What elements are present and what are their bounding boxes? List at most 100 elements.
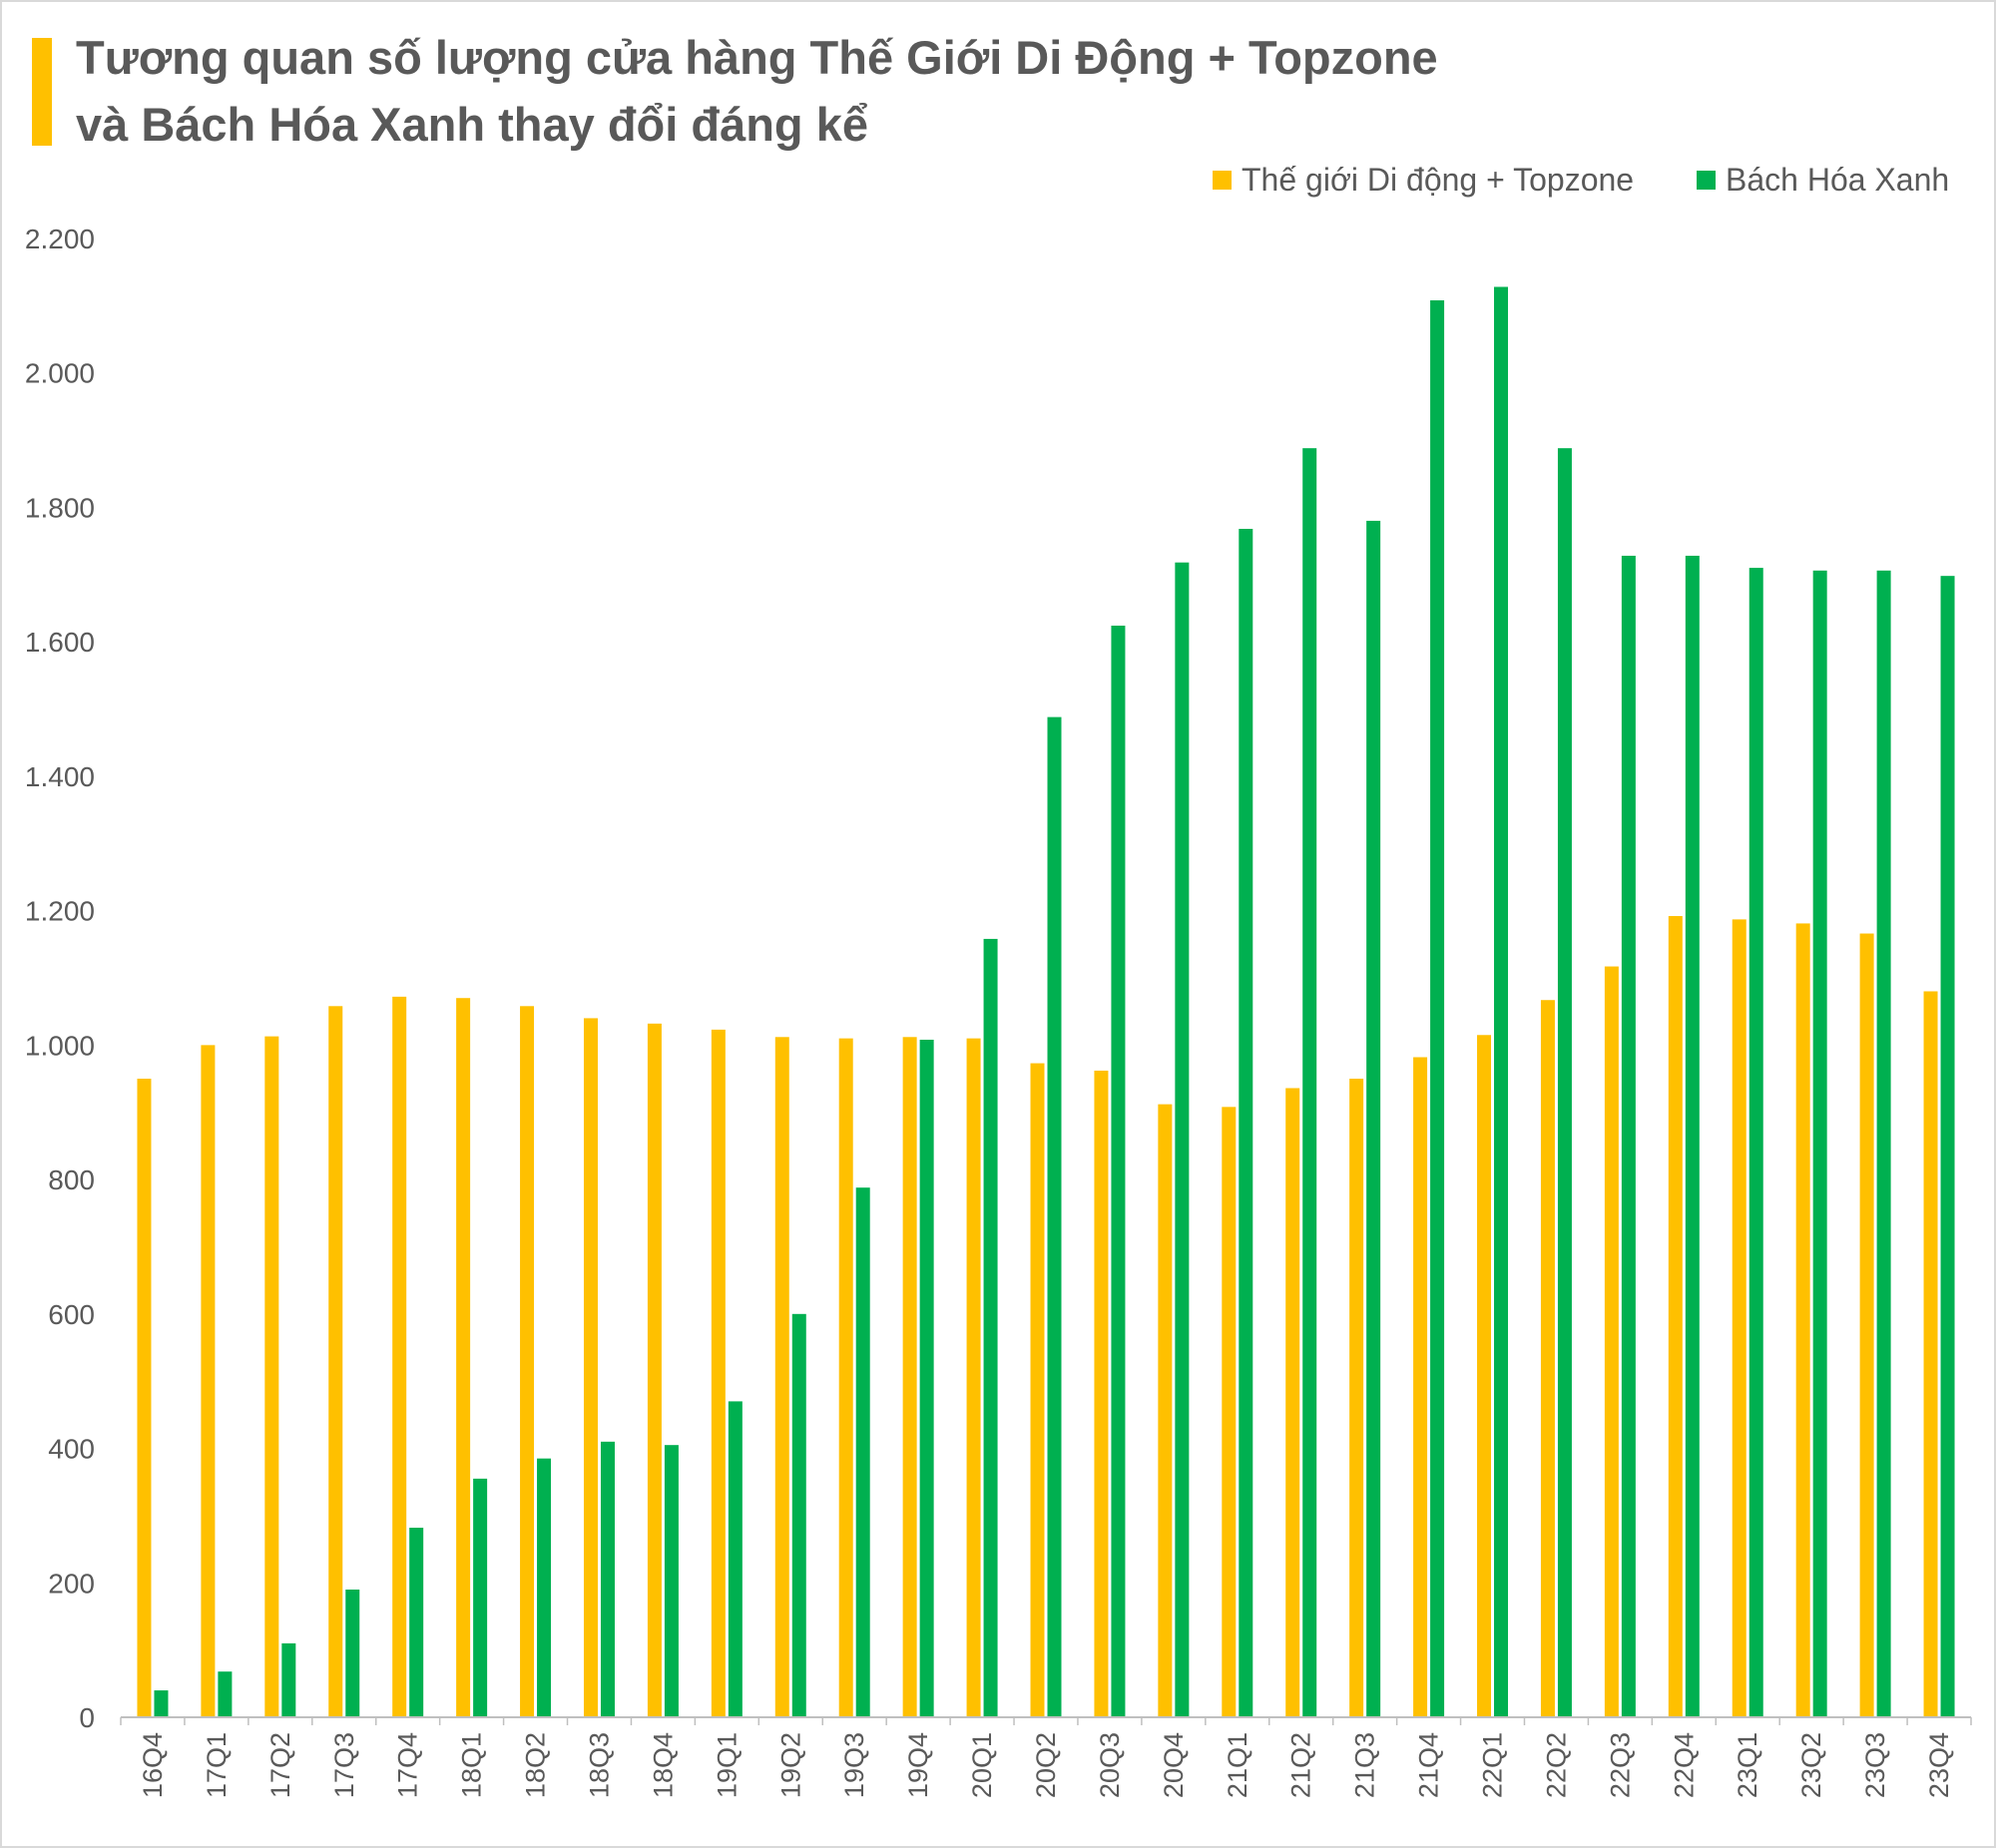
y-tick-label: 1.600 (25, 627, 95, 658)
bar-tgdd (838, 1038, 853, 1717)
bar-tgdd (1540, 1000, 1555, 1717)
x-tick-label: 17Q4 (393, 1732, 423, 1798)
x-tick-label: 22Q3 (1605, 1732, 1635, 1798)
bar-tgdd (1923, 991, 1938, 1717)
x-tick-label: 19Q3 (839, 1732, 869, 1798)
y-tick-label: 200 (48, 1568, 95, 1599)
x-tick-label: 20Q4 (1159, 1732, 1189, 1798)
y-tick-label: 1.800 (25, 492, 95, 523)
bar-bhx (409, 1528, 424, 1717)
bar-tgdd (902, 1037, 917, 1717)
bar-tgdd (1413, 1057, 1428, 1717)
x-tick-label: 22Q2 (1541, 1732, 1571, 1798)
bar-bhx (919, 1039, 934, 1717)
y-tick-label: 600 (48, 1299, 95, 1330)
bar-bhx (537, 1458, 552, 1717)
bar-bhx (664, 1445, 679, 1717)
bar-tgdd (1349, 1079, 1364, 1717)
bar-bhx (1557, 448, 1572, 1717)
bar-tgdd (1030, 1063, 1045, 1717)
chart-title-line-1: Tương quan số lượng cửa hàng Thế Giới Di… (76, 31, 1438, 84)
bar-tgdd (1604, 966, 1619, 1717)
bar-bhx (1685, 555, 1700, 1718)
x-tick-label: 21Q1 (1223, 1732, 1252, 1798)
bar-bhx (1940, 576, 1955, 1717)
bar-tgdd (647, 1023, 662, 1717)
y-tick-label: 1.400 (25, 761, 95, 792)
x-tick-label: 17Q2 (265, 1732, 295, 1798)
x-tick-label: 18Q2 (521, 1732, 551, 1798)
bar-tgdd (456, 998, 471, 1717)
bar-tgdd (264, 1036, 279, 1717)
x-tick-label: 18Q3 (584, 1732, 614, 1798)
bar-bhx (1111, 626, 1126, 1717)
x-tick-label: 23Q1 (1733, 1732, 1762, 1798)
bar-tgdd (1859, 933, 1874, 1717)
bar-bhx (345, 1590, 360, 1717)
bar-bhx (1812, 570, 1827, 1717)
bar-tgdd (1158, 1104, 1173, 1717)
x-tick-label: 22Q4 (1669, 1732, 1699, 1798)
bar-bhx (1302, 448, 1317, 1717)
bar-bhx (281, 1642, 296, 1717)
y-tick-label: 1.000 (25, 1030, 95, 1061)
y-tick-label: 0 (79, 1702, 95, 1733)
bar-tgdd (1795, 923, 1810, 1717)
bar-tgdd (520, 1006, 535, 1717)
x-tick-label: 20Q3 (1095, 1732, 1125, 1798)
bar-tgdd (137, 1079, 152, 1717)
y-tick-label: 400 (48, 1434, 95, 1465)
bar-bhx (791, 1313, 806, 1717)
x-tick-label: 18Q4 (648, 1732, 678, 1798)
x-tick-label: 21Q3 (1350, 1732, 1380, 1798)
legend-item-bhx: Bách Hóa Xanh (1697, 162, 1949, 199)
x-tick-label: 23Q4 (1924, 1732, 1954, 1798)
x-tick-label: 17Q1 (202, 1732, 232, 1798)
x-tick-label: 22Q1 (1478, 1732, 1508, 1798)
bar-bhx (1748, 568, 1763, 1718)
bar-bhx (473, 1478, 488, 1717)
bar-tgdd (1094, 1070, 1109, 1717)
x-tick-label: 20Q1 (967, 1732, 997, 1798)
bar-tgdd (392, 996, 407, 1717)
y-tick-label: 2.200 (25, 224, 95, 254)
x-tick-label: 19Q4 (903, 1732, 933, 1798)
bar-bhx (1494, 286, 1509, 1717)
x-tick-label: 23Q2 (1796, 1732, 1826, 1798)
x-tick-label: 17Q3 (329, 1732, 359, 1798)
bar-bhx (1047, 716, 1062, 1717)
x-tick-label: 21Q2 (1286, 1732, 1316, 1798)
legend-label-bhx: Bách Hóa Xanh (1726, 162, 1950, 198)
bar-tgdd (1222, 1107, 1237, 1717)
x-tick-label: 23Q3 (1860, 1732, 1890, 1798)
x-tick-label: 16Q4 (138, 1732, 168, 1798)
x-tick-label: 21Q4 (1414, 1732, 1444, 1798)
bar-bhx (154, 1690, 169, 1717)
bar-tgdd (1668, 916, 1683, 1717)
x-tick-label: 19Q2 (775, 1732, 805, 1798)
bar-bhx (1430, 299, 1445, 1717)
chart-title-line-2: và Bách Hóa Xanh thay đổi đáng kể (76, 98, 868, 151)
bar-tgdd (966, 1038, 981, 1717)
legend-item-tgdd: Thế giới Di động + Topzone (1213, 162, 1634, 199)
bar-bhx (728, 1401, 743, 1717)
bar-bhx (1239, 529, 1253, 1717)
bar-bhx (600, 1441, 615, 1717)
bar-tgdd (1285, 1088, 1300, 1717)
bar-tgdd (711, 1029, 726, 1717)
x-tick-label: 20Q2 (1031, 1732, 1061, 1798)
legend-swatch-tgdd (1213, 171, 1232, 190)
legend-swatch-bhx (1697, 171, 1716, 190)
bar-bhx (855, 1187, 870, 1717)
bar-bhx (1876, 570, 1891, 1717)
bar-tgdd (201, 1045, 216, 1717)
y-tick-label: 800 (48, 1164, 95, 1195)
bar-bhx (1621, 555, 1636, 1718)
title-accent-bar (32, 38, 52, 146)
bar-bhx (983, 938, 998, 1717)
bar-tgdd (1732, 919, 1746, 1717)
y-tick-label: 1.200 (25, 896, 95, 927)
x-tick-label: 19Q1 (712, 1732, 742, 1798)
y-tick-label: 2.000 (25, 358, 95, 389)
